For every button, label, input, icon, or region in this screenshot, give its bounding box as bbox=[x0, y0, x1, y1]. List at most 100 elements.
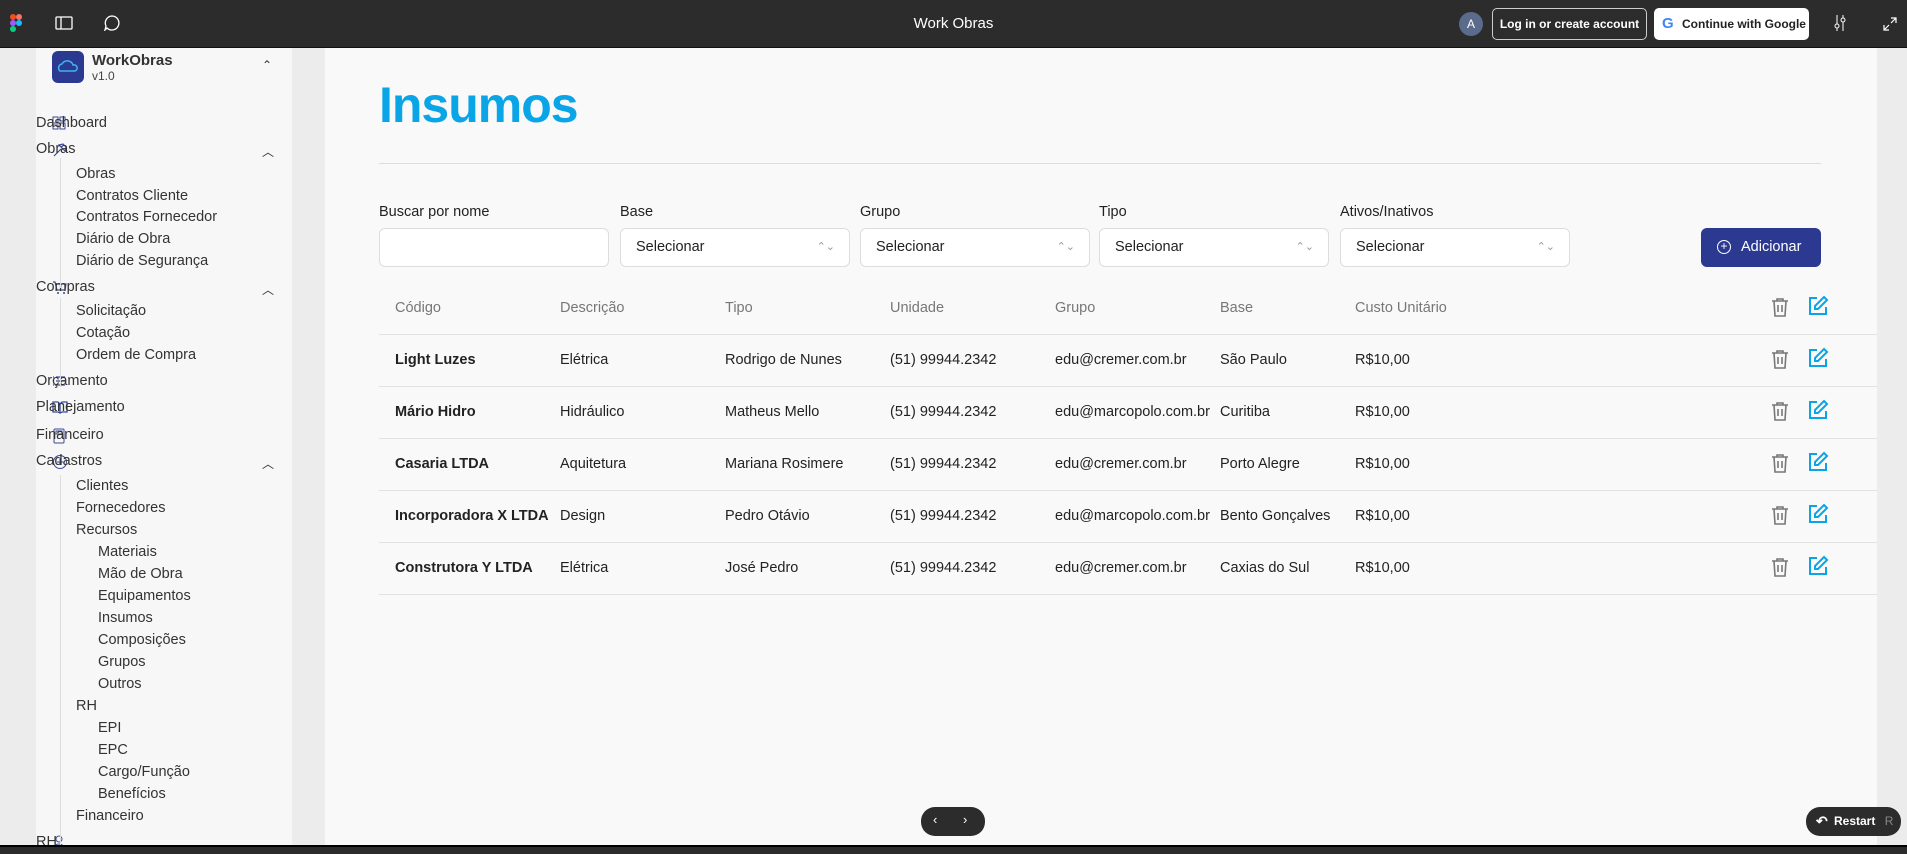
trash-icon[interactable] bbox=[1771, 349, 1789, 371]
sidebar-item-benef-cios[interactable]: Benefícios bbox=[98, 786, 166, 802]
sidebar-item-or-amento[interactable]: Orçamento bbox=[36, 373, 108, 389]
app-name: WorkObras bbox=[92, 52, 173, 69]
filter-label: Grupo bbox=[860, 204, 901, 220]
table-cell: Elétrica bbox=[560, 352, 609, 368]
continue-with-google-button[interactable]: G Continue with Google bbox=[1654, 8, 1809, 40]
trash-icon[interactable] bbox=[1771, 557, 1789, 579]
restart-button[interactable]: ↶ Restart R bbox=[1806, 807, 1901, 836]
workspace-switcher-icon[interactable]: ⌃ bbox=[262, 58, 273, 72]
sidebar-item-m-o-de-obra[interactable]: Mão de Obra bbox=[98, 566, 183, 582]
trash-icon[interactable] bbox=[1771, 453, 1789, 475]
sidebar-item-contratos-cliente[interactable]: Contratos Cliente bbox=[76, 188, 189, 204]
sidebar-item-di-rio-de-obra[interactable]: Diário de Obra bbox=[76, 231, 171, 247]
trash-icon[interactable] bbox=[1771, 505, 1789, 527]
title-divider bbox=[379, 163, 1821, 164]
edit-icon[interactable] bbox=[1807, 451, 1829, 473]
sidebar-item-cadastros[interactable]: Cadastros bbox=[36, 453, 103, 469]
sidebar-item-contratos-fornecedor[interactable]: Contratos Fornecedor bbox=[76, 209, 218, 225]
column-header: Custo Unitário bbox=[1355, 300, 1447, 316]
sidebar-item-cota-o[interactable]: Cotação bbox=[76, 325, 131, 341]
table-cell: Curitiba bbox=[1220, 404, 1270, 420]
chevron-up-icon[interactable]: ︿ bbox=[262, 283, 275, 297]
edit-icon[interactable] bbox=[1807, 347, 1829, 369]
sidebar-item-materiais[interactable]: Materiais bbox=[98, 544, 157, 560]
sidebar-item-financeiro[interactable]: Financeiro bbox=[76, 808, 144, 824]
next-icon[interactable]: › bbox=[963, 812, 968, 827]
chevron-up-down-icon: ⌃⌄ bbox=[1056, 241, 1075, 253]
sidebar-toggle-icon[interactable] bbox=[55, 16, 73, 30]
sidebar-item-grupos[interactable]: Grupos bbox=[98, 654, 146, 670]
restart-icon: ↶ bbox=[1816, 813, 1828, 829]
edit-icon[interactable] bbox=[1807, 555, 1829, 577]
sidebar-item-planejamento[interactable]: Planejamento bbox=[36, 399, 125, 415]
sidebar-item-cargo-fun-o[interactable]: Cargo/Função bbox=[98, 764, 190, 780]
table-cell: Aquitetura bbox=[560, 456, 627, 472]
sidebar-item-di-rio-de-seguran-a[interactable]: Diário de Segurança bbox=[76, 253, 209, 269]
select-value: Selecionar bbox=[1356, 239, 1425, 255]
sidebar: WorkObras v1.0 ⌃ Dashboard Obras ︿ Obras Con… bbox=[36, 48, 292, 845]
edit-icon[interactable] bbox=[1807, 399, 1829, 421]
sidebar-item-equipamentos[interactable]: Equipamentos bbox=[98, 588, 191, 604]
sidebar-item-clientes[interactable]: Clientes bbox=[76, 478, 129, 494]
sidebar-item-epi[interactable]: EPI bbox=[98, 720, 122, 736]
prototype-pager: ‹ › bbox=[921, 807, 985, 836]
window-title: Work Obras bbox=[913, 15, 994, 32]
table-cell: Matheus Mello bbox=[725, 404, 820, 420]
sidebar-item-recursos[interactable]: Recursos bbox=[76, 522, 138, 538]
table-cell: R$10,00 bbox=[1355, 560, 1410, 576]
user-icon bbox=[52, 835, 66, 845]
figma-logo-icon[interactable] bbox=[10, 14, 22, 34]
table-cell: (51) 99944.2342 bbox=[890, 560, 997, 576]
sidebar-item-composi-es[interactable]: Composições bbox=[98, 632, 186, 648]
page-title: Insumos bbox=[379, 77, 579, 133]
search-input[interactable] bbox=[379, 228, 609, 267]
sidebar-item-financeiro[interactable]: Financeiro bbox=[36, 427, 104, 443]
cloud-icon bbox=[57, 60, 78, 72]
sidebar-item-compras[interactable]: Compras bbox=[36, 279, 95, 295]
app-version: v1.0 bbox=[92, 69, 115, 83]
chevron-up-icon[interactable]: ︿ bbox=[262, 145, 275, 159]
sidebar-item-rh[interactable]: RH bbox=[76, 698, 97, 714]
table-cell: R$10,00 bbox=[1355, 404, 1410, 420]
sidebar-item-outros[interactable]: Outros bbox=[98, 676, 142, 692]
google-button-label: Continue with Google bbox=[1682, 17, 1806, 31]
add-button[interactable]: + Adicionar bbox=[1701, 228, 1821, 267]
sidebar-item-obras[interactable]: Obras bbox=[76, 166, 116, 182]
avatar[interactable]: A bbox=[1459, 12, 1483, 36]
table-cell: Mariana Rosimere bbox=[725, 456, 844, 472]
table-cell: Hidráulico bbox=[560, 404, 625, 420]
login-button[interactable]: Log in or create account bbox=[1492, 8, 1647, 40]
trash-icon[interactable] bbox=[1771, 297, 1789, 319]
comment-icon[interactable] bbox=[104, 15, 120, 31]
edit-icon[interactable] bbox=[1807, 503, 1829, 525]
expand-icon[interactable] bbox=[1883, 17, 1897, 31]
sidebar-item-insumos[interactable]: Insumos bbox=[98, 610, 153, 626]
plus-circle-icon: + bbox=[1717, 240, 1731, 254]
sidebar-item-dashboard[interactable]: Dashboard bbox=[36, 115, 107, 131]
sidebar-item-rh[interactable]: RH bbox=[36, 834, 57, 845]
previous-icon[interactable]: ‹ bbox=[933, 812, 938, 827]
filter-select-ativos-inativos[interactable]: Selecionar ⌃⌄ bbox=[1340, 228, 1570, 267]
table-header-row: Código Descrição Tipo Unidade Grupo Base Custo… bbox=[379, 283, 1877, 335]
filter-select-tipo[interactable]: Selecionar ⌃⌄ bbox=[1099, 228, 1329, 267]
chevron-up-down-icon: ⌃⌄ bbox=[816, 241, 835, 253]
filter-label: Base bbox=[620, 204, 654, 220]
settings-sliders-icon[interactable] bbox=[1833, 14, 1847, 32]
sidebar-item-ordem-de-compra[interactable]: Ordem de Compra bbox=[76, 347, 197, 363]
sidebar-item-epc[interactable]: EPC bbox=[98, 742, 128, 758]
sidebar-item-obras[interactable]: Obras bbox=[36, 141, 76, 157]
table-cell: edu@cremer.com.br bbox=[1055, 456, 1187, 472]
table-cell: edu@cremer.com.br bbox=[1055, 560, 1187, 576]
filter-select-grupo[interactable]: Selecionar ⌃⌄ bbox=[860, 228, 1090, 267]
table-cell: José Pedro bbox=[725, 560, 799, 576]
filter-select-base[interactable]: Selecionar ⌃⌄ bbox=[620, 228, 850, 267]
sidebar-item-solicita-o[interactable]: Solicitação bbox=[76, 303, 147, 319]
edit-icon[interactable] bbox=[1807, 295, 1829, 317]
sidebar-item-fornecedores[interactable]: Fornecedores bbox=[76, 500, 166, 516]
cart-icon bbox=[52, 280, 68, 299]
chevron-up-icon[interactable]: ︿ bbox=[262, 838, 275, 845]
restart-shortcut: R bbox=[1884, 814, 1894, 828]
trash-icon[interactable] bbox=[1771, 401, 1789, 423]
chevron-up-icon[interactable]: ︿ bbox=[262, 457, 275, 471]
bottom-bar bbox=[0, 845, 1907, 854]
